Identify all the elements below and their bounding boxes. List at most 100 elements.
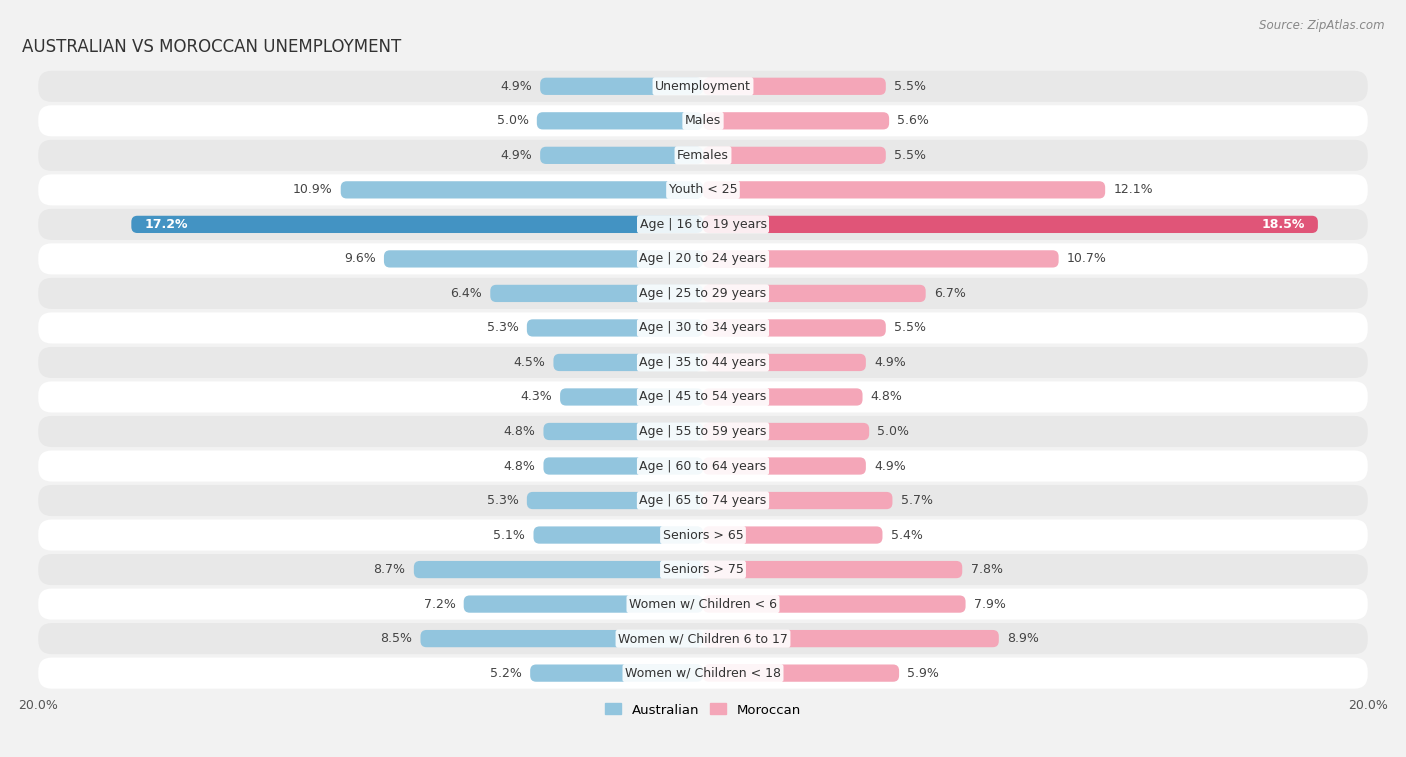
Text: 4.5%: 4.5% [513, 356, 546, 369]
Text: 10.7%: 10.7% [1067, 252, 1107, 266]
Text: 18.5%: 18.5% [1261, 218, 1305, 231]
Text: Seniors > 75: Seniors > 75 [662, 563, 744, 576]
FancyBboxPatch shape [554, 354, 703, 371]
Text: 7.2%: 7.2% [423, 597, 456, 611]
FancyBboxPatch shape [703, 526, 883, 544]
Text: Age | 16 to 19 years: Age | 16 to 19 years [640, 218, 766, 231]
FancyBboxPatch shape [703, 423, 869, 440]
FancyBboxPatch shape [464, 596, 703, 612]
Text: 17.2%: 17.2% [145, 218, 188, 231]
Text: 9.6%: 9.6% [344, 252, 375, 266]
Text: 6.4%: 6.4% [450, 287, 482, 300]
Text: 4.9%: 4.9% [501, 79, 531, 93]
FancyBboxPatch shape [420, 630, 703, 647]
FancyBboxPatch shape [703, 285, 925, 302]
FancyBboxPatch shape [491, 285, 703, 302]
Text: 5.5%: 5.5% [894, 149, 927, 162]
FancyBboxPatch shape [703, 388, 862, 406]
FancyBboxPatch shape [38, 554, 1368, 585]
Text: Age | 45 to 54 years: Age | 45 to 54 years [640, 391, 766, 403]
FancyBboxPatch shape [537, 112, 703, 129]
Legend: Australian, Moroccan: Australian, Moroccan [600, 698, 806, 721]
Text: Age | 60 to 64 years: Age | 60 to 64 years [640, 459, 766, 472]
Text: 5.4%: 5.4% [891, 528, 922, 541]
Text: 12.1%: 12.1% [1114, 183, 1153, 196]
FancyBboxPatch shape [703, 596, 966, 612]
FancyBboxPatch shape [38, 243, 1368, 275]
FancyBboxPatch shape [527, 492, 703, 509]
Text: Age | 30 to 34 years: Age | 30 to 34 years [640, 322, 766, 335]
FancyBboxPatch shape [38, 140, 1368, 171]
FancyBboxPatch shape [703, 251, 1059, 267]
FancyBboxPatch shape [703, 492, 893, 509]
Text: 7.9%: 7.9% [974, 597, 1005, 611]
Text: Women w/ Children 6 to 17: Women w/ Children 6 to 17 [619, 632, 787, 645]
FancyBboxPatch shape [533, 526, 703, 544]
FancyBboxPatch shape [560, 388, 703, 406]
FancyBboxPatch shape [38, 382, 1368, 413]
FancyBboxPatch shape [38, 623, 1368, 654]
FancyBboxPatch shape [384, 251, 703, 267]
FancyBboxPatch shape [38, 209, 1368, 240]
FancyBboxPatch shape [38, 105, 1368, 136]
Text: 6.7%: 6.7% [934, 287, 966, 300]
Text: 5.3%: 5.3% [486, 322, 519, 335]
Text: Age | 35 to 44 years: Age | 35 to 44 years [640, 356, 766, 369]
Text: Source: ZipAtlas.com: Source: ZipAtlas.com [1260, 19, 1385, 32]
FancyBboxPatch shape [544, 423, 703, 440]
FancyBboxPatch shape [38, 347, 1368, 378]
Text: 5.6%: 5.6% [897, 114, 929, 127]
Text: 10.9%: 10.9% [292, 183, 332, 196]
FancyBboxPatch shape [540, 147, 703, 164]
FancyBboxPatch shape [413, 561, 703, 578]
FancyBboxPatch shape [527, 319, 703, 337]
FancyBboxPatch shape [38, 519, 1368, 550]
FancyBboxPatch shape [703, 181, 1105, 198]
FancyBboxPatch shape [38, 70, 1368, 102]
Text: Age | 55 to 59 years: Age | 55 to 59 years [640, 425, 766, 438]
FancyBboxPatch shape [38, 174, 1368, 205]
FancyBboxPatch shape [544, 457, 703, 475]
FancyBboxPatch shape [703, 630, 998, 647]
FancyBboxPatch shape [131, 216, 703, 233]
FancyBboxPatch shape [703, 112, 889, 129]
Text: 5.5%: 5.5% [894, 79, 927, 93]
FancyBboxPatch shape [38, 588, 1368, 620]
FancyBboxPatch shape [703, 665, 898, 682]
Text: Unemployment: Unemployment [655, 79, 751, 93]
Text: Age | 20 to 24 years: Age | 20 to 24 years [640, 252, 766, 266]
Text: 5.2%: 5.2% [489, 667, 522, 680]
Text: 5.3%: 5.3% [486, 494, 519, 507]
FancyBboxPatch shape [38, 278, 1368, 309]
Text: 4.8%: 4.8% [503, 459, 536, 472]
FancyBboxPatch shape [38, 450, 1368, 481]
FancyBboxPatch shape [703, 147, 886, 164]
Text: 5.0%: 5.0% [877, 425, 910, 438]
Text: 4.9%: 4.9% [875, 459, 905, 472]
FancyBboxPatch shape [340, 181, 703, 198]
Text: 5.1%: 5.1% [494, 528, 526, 541]
FancyBboxPatch shape [703, 354, 866, 371]
Text: Women w/ Children < 18: Women w/ Children < 18 [626, 667, 780, 680]
FancyBboxPatch shape [703, 319, 886, 337]
FancyBboxPatch shape [540, 78, 703, 95]
FancyBboxPatch shape [38, 416, 1368, 447]
Text: 7.8%: 7.8% [970, 563, 1002, 576]
Text: 4.9%: 4.9% [875, 356, 905, 369]
FancyBboxPatch shape [703, 78, 886, 95]
Text: Women w/ Children < 6: Women w/ Children < 6 [628, 597, 778, 611]
Text: Youth < 25: Youth < 25 [669, 183, 737, 196]
Text: 5.7%: 5.7% [901, 494, 932, 507]
FancyBboxPatch shape [38, 485, 1368, 516]
FancyBboxPatch shape [703, 561, 962, 578]
Text: 4.3%: 4.3% [520, 391, 551, 403]
Text: Males: Males [685, 114, 721, 127]
FancyBboxPatch shape [38, 313, 1368, 344]
Text: 5.0%: 5.0% [496, 114, 529, 127]
Text: 4.9%: 4.9% [501, 149, 531, 162]
Text: 4.8%: 4.8% [503, 425, 536, 438]
Text: 8.7%: 8.7% [374, 563, 405, 576]
Text: AUSTRALIAN VS MOROCCAN UNEMPLOYMENT: AUSTRALIAN VS MOROCCAN UNEMPLOYMENT [21, 38, 401, 56]
Text: 8.5%: 8.5% [380, 632, 412, 645]
FancyBboxPatch shape [530, 665, 703, 682]
